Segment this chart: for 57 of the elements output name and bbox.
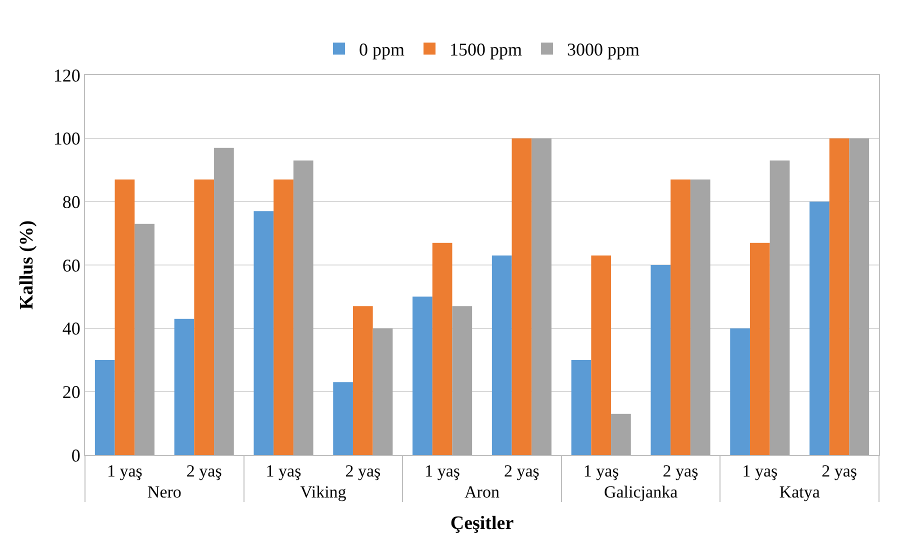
bar: [611, 414, 631, 455]
y-axis-title: Kallus (%): [16, 220, 38, 310]
legend-label: 0 ppm: [359, 40, 405, 60]
x-tick-label: 1 yaş: [742, 461, 778, 480]
text: Katya: [779, 482, 820, 502]
x-tick-label: 1 yaş: [266, 461, 302, 480]
bar: [670, 180, 690, 455]
bar: [770, 160, 790, 455]
x-tick-label: 2 yaş: [345, 461, 381, 480]
bar: [730, 328, 750, 455]
x-tick-label: 2 yaş: [186, 461, 222, 480]
bar: [492, 256, 512, 455]
bar: [532, 138, 552, 455]
bar: [134, 224, 154, 455]
bar: [650, 265, 671, 455]
bar: [412, 296, 432, 455]
bar: [214, 148, 234, 455]
y-tick-label: 60: [62, 255, 80, 276]
bar: [829, 138, 850, 455]
text: Nero: [147, 482, 182, 502]
y-tick-label: 120: [53, 65, 80, 86]
bar: [114, 180, 135, 455]
bar: [194, 180, 214, 455]
x-tick-label: 2 yaş: [822, 461, 858, 480]
bar: [750, 242, 770, 455]
bar: [352, 306, 373, 455]
x-tick-label: 2 yaş: [504, 461, 540, 480]
legend-label: 3000 ppm: [567, 40, 640, 60]
y-tick-label: 100: [53, 128, 80, 149]
x-tick-label: 1 yaş: [583, 461, 619, 480]
bar: [690, 180, 710, 455]
y-tick-label: 40: [62, 318, 80, 339]
bar: [591, 256, 612, 455]
bar: [293, 160, 314, 455]
bar: [571, 360, 592, 455]
bar: [849, 138, 870, 455]
text: Viking: [300, 482, 347, 502]
bar: [174, 318, 194, 455]
bar: [512, 138, 532, 455]
x-tick-label: 2 yaş: [662, 461, 698, 480]
bar: [333, 382, 353, 455]
text: Galicjanka: [604, 482, 678, 502]
y-tick-label: 0: [71, 445, 80, 466]
bar: [810, 202, 830, 455]
x-axis-title: Çeşitler: [450, 513, 514, 534]
bar: [254, 211, 274, 455]
bar: [372, 328, 393, 455]
bar: [452, 306, 472, 455]
x-tick-label: 1 yaş: [424, 461, 460, 480]
y-tick-label: 80: [62, 192, 80, 212]
y-tick-label: 20: [62, 382, 80, 402]
bar: [432, 242, 452, 455]
bar: [274, 180, 294, 455]
bar: [94, 360, 115, 455]
x-tick-label: 1 yaş: [106, 461, 142, 480]
text: Aron: [464, 482, 500, 502]
legend-label: 1500 ppm: [450, 40, 522, 60]
